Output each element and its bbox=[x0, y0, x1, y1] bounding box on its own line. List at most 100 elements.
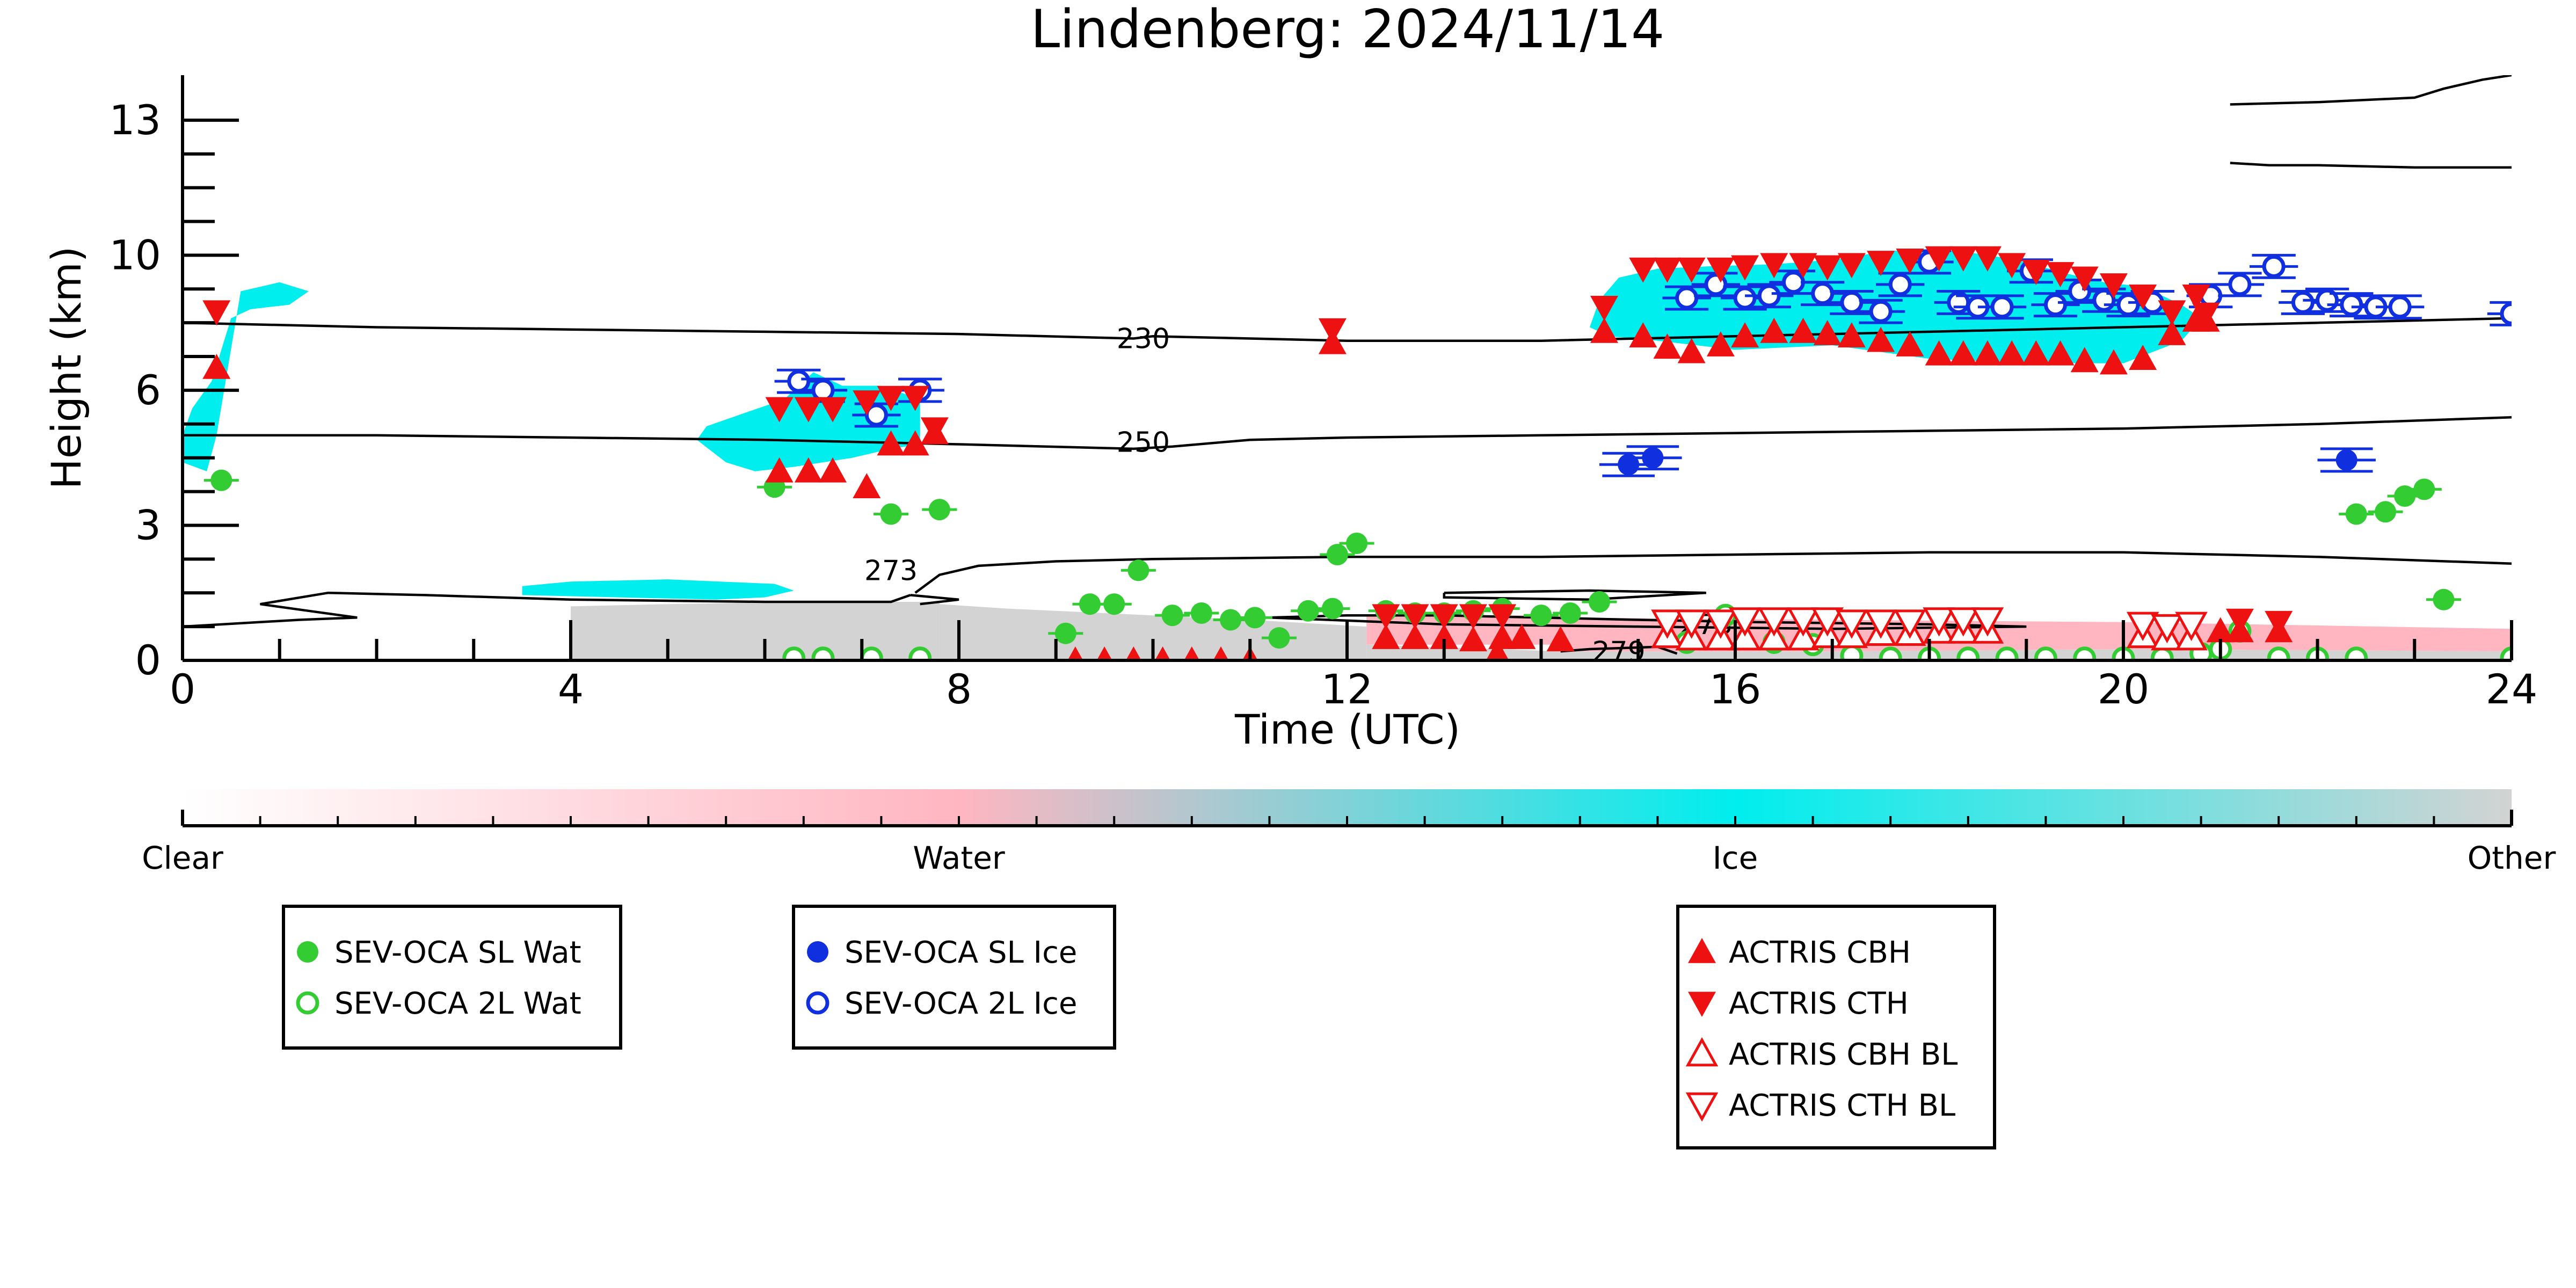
data-point bbox=[2375, 501, 2397, 523]
chart-title: Lindenberg: 2024/11/14 bbox=[1031, 0, 1665, 60]
data-point bbox=[853, 390, 881, 416]
data-point bbox=[1651, 609, 1684, 639]
data-point bbox=[1840, 290, 1864, 314]
data-point bbox=[1588, 591, 1610, 613]
colorbar: Clear Water Ice Other bbox=[142, 789, 2556, 876]
data-point bbox=[1244, 607, 1266, 629]
data-point bbox=[1161, 605, 1183, 627]
data-point bbox=[1054, 622, 1076, 644]
legend-marker bbox=[297, 941, 318, 963]
y-tick-label: 6 bbox=[135, 366, 161, 414]
x-tick-label: 8 bbox=[946, 665, 972, 713]
data-point bbox=[1706, 257, 1735, 283]
data-point bbox=[1629, 322, 1657, 348]
legend-group: SEV-OCA SL Wat SEV-OCA 2L Wat SEV-OCA SL I… bbox=[282, 905, 1996, 1149]
data-point bbox=[1896, 331, 1924, 356]
data-point bbox=[1949, 340, 1977, 366]
data-point bbox=[2158, 320, 2186, 345]
data-point bbox=[2129, 345, 2157, 370]
legend-entry-label: SEV-OCA SL Wat bbox=[334, 935, 581, 970]
data-point bbox=[2394, 485, 2416, 507]
data-point bbox=[2150, 646, 2174, 660]
y-tick-label: 13 bbox=[109, 96, 161, 144]
data-point bbox=[2262, 254, 2286, 278]
data-point bbox=[1629, 257, 1657, 283]
data-point bbox=[202, 354, 231, 379]
data-point bbox=[1318, 318, 1347, 344]
x-tick-label: 16 bbox=[1709, 665, 1762, 713]
data-point bbox=[1864, 609, 1897, 639]
data-point bbox=[1789, 317, 1817, 343]
contour-line-9 bbox=[910, 594, 959, 606]
data-point bbox=[1653, 257, 1682, 283]
data-point bbox=[1125, 646, 1141, 660]
data-point bbox=[1757, 284, 1781, 308]
data-point bbox=[1813, 255, 1842, 281]
data-point bbox=[2267, 646, 2290, 660]
data-point bbox=[1728, 607, 1762, 637]
series-5 bbox=[202, 246, 2293, 636]
data-point bbox=[1459, 604, 1487, 630]
legend-marker bbox=[1685, 1037, 1719, 1067]
data-point bbox=[1103, 593, 1125, 615]
data-point bbox=[2206, 617, 2235, 643]
data-point bbox=[1760, 253, 1788, 279]
data-point bbox=[1896, 248, 1924, 274]
data-point bbox=[2225, 608, 2254, 634]
data-point bbox=[1867, 251, 1895, 276]
data-point bbox=[794, 457, 823, 483]
data-point bbox=[2192, 302, 2220, 328]
data-point bbox=[1067, 646, 1083, 660]
data-point bbox=[765, 457, 794, 483]
contour-line-7 bbox=[2230, 75, 2512, 106]
data-point bbox=[2151, 614, 2184, 644]
legend-marker bbox=[807, 941, 828, 963]
data-point bbox=[920, 417, 949, 443]
data-point bbox=[2335, 449, 2357, 471]
data-point bbox=[1346, 533, 1368, 554]
contour-label-1: 250 bbox=[1117, 427, 1170, 459]
data-point bbox=[1758, 607, 1791, 637]
legend-entry-label: ACTRIS CBH BL bbox=[1729, 1037, 1958, 1072]
contour-line-6 bbox=[1560, 645, 1678, 655]
data-point bbox=[1811, 607, 1844, 637]
legend-swatch bbox=[1688, 938, 1716, 963]
data-point bbox=[1998, 340, 2026, 366]
data-point bbox=[1731, 255, 1759, 281]
data-point bbox=[2046, 262, 2075, 287]
data-point bbox=[2034, 646, 2057, 660]
data-point bbox=[2182, 285, 2210, 310]
data-point bbox=[2291, 290, 2315, 314]
data-point bbox=[901, 430, 929, 456]
contour-line-4 bbox=[1269, 614, 2027, 630]
legend-swatch bbox=[297, 941, 318, 963]
x-tick-label: 12 bbox=[1321, 665, 1373, 713]
legend-frame bbox=[282, 905, 622, 1050]
region-ice-0 bbox=[183, 282, 309, 471]
data-point bbox=[1923, 607, 1955, 637]
data-point bbox=[1677, 338, 1706, 363]
data-point bbox=[1840, 644, 1864, 660]
data-point bbox=[2388, 295, 2412, 319]
data-point bbox=[1787, 607, 1820, 637]
data-point bbox=[1811, 282, 1835, 305]
data-point bbox=[2175, 612, 2208, 642]
data-point bbox=[2116, 293, 2140, 317]
data-point bbox=[2129, 285, 2157, 310]
data-point bbox=[908, 646, 932, 660]
data-point bbox=[1401, 604, 1429, 630]
data-point bbox=[2433, 588, 2455, 610]
data-point bbox=[819, 457, 847, 483]
legend-marker bbox=[1685, 1092, 1719, 1122]
data-point bbox=[1488, 604, 1517, 630]
data-point bbox=[202, 300, 231, 326]
data-point bbox=[1995, 646, 2019, 660]
series-7 bbox=[1651, 607, 2208, 644]
data-point bbox=[210, 469, 232, 491]
data-point bbox=[2265, 610, 2293, 636]
data-point bbox=[1546, 626, 1575, 652]
data-point bbox=[1956, 646, 1980, 660]
y-axis-label: Height (km) bbox=[42, 246, 90, 490]
data-point bbox=[1486, 639, 1509, 660]
data-point bbox=[1947, 607, 1980, 637]
